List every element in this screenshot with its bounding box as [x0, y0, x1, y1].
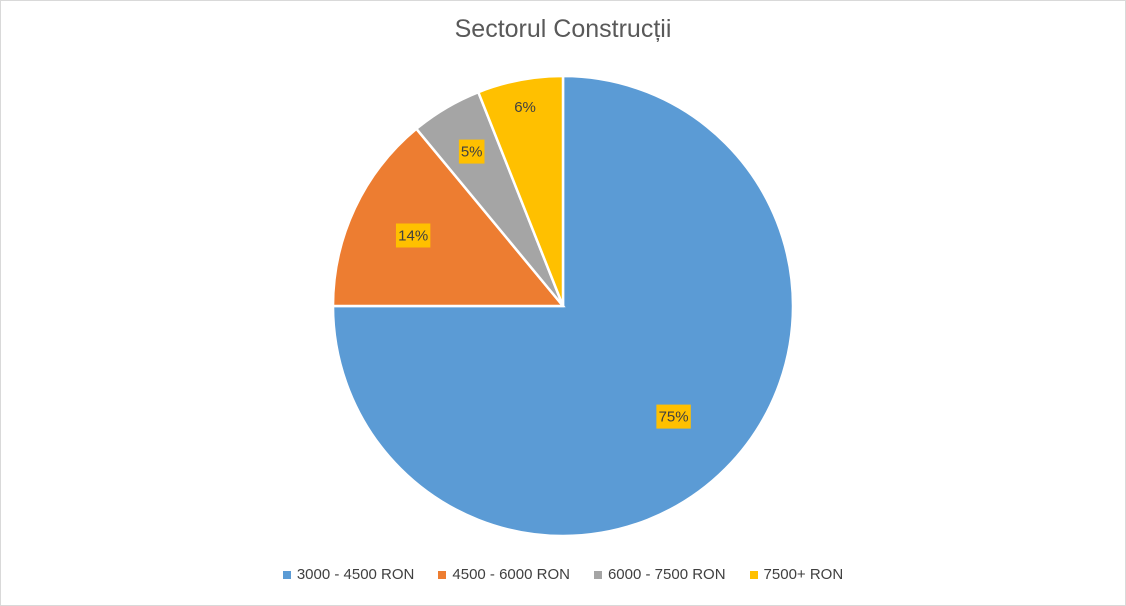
legend-swatch	[438, 570, 447, 579]
data-label: 5%	[458, 139, 485, 164]
chart-title: Sectorul Construcții	[454, 15, 672, 43]
legend-item: 3000 - 4500 RON	[282, 566, 415, 583]
legend-label: 3000 - 4500 RON	[296, 566, 415, 583]
legend-swatch	[282, 570, 291, 579]
data-label: 14%	[395, 223, 431, 248]
data-label-text: 14%	[398, 227, 428, 244]
legend-label: 7500+ RON	[763, 566, 844, 583]
legend-label: 6000 - 7500 RON	[607, 566, 726, 583]
legend: 3000 - 4500 RON 4500 - 6000 RON 6000 - 750…	[1, 566, 1125, 583]
pie-slice	[331, 127, 566, 308]
legend-swatch	[749, 570, 758, 579]
legend-item: 7500+ RON	[749, 566, 844, 583]
data-label: 6%	[512, 95, 538, 120]
data-label-text: 6%	[514, 99, 536, 116]
legend-item: 4500 - 6000 RON	[438, 566, 570, 583]
data-label: 75%	[656, 404, 691, 429]
pie-slice	[476, 74, 565, 307]
legend-swatch	[593, 570, 602, 579]
data-label-text: 75%	[659, 409, 689, 426]
legend-item: 6000 - 7500 RON	[593, 566, 726, 583]
legend-label: 4500 - 6000 RON	[452, 566, 570, 583]
data-label-text: 5%	[461, 144, 483, 161]
